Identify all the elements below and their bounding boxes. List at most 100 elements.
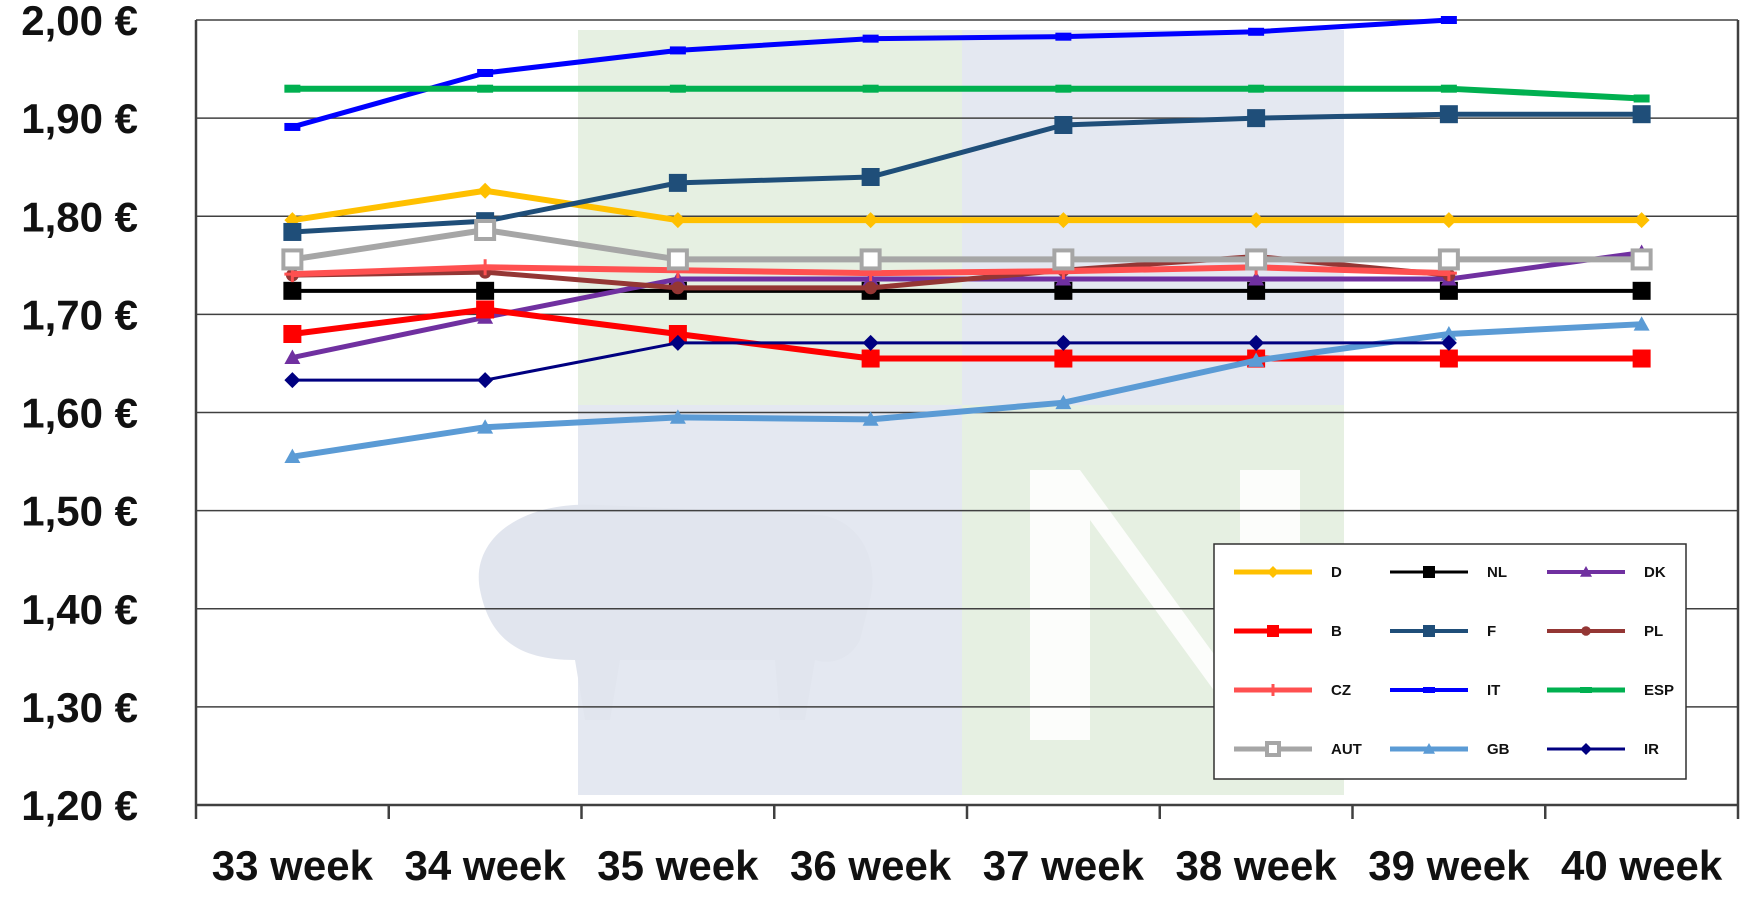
series-line xyxy=(291,187,1642,224)
data-point xyxy=(1440,334,1457,351)
data-point xyxy=(1248,27,1265,36)
data-point xyxy=(1054,115,1073,134)
data-point xyxy=(1054,281,1073,300)
legend-label: CZ xyxy=(1331,682,1351,699)
legend-label: F xyxy=(1487,623,1496,640)
data-point xyxy=(1630,248,1653,271)
x-tick-label: 37 week xyxy=(983,842,1145,889)
legend-item: IR xyxy=(1547,741,1659,758)
data-point xyxy=(283,222,302,241)
data-point xyxy=(1581,626,1591,636)
legend-box xyxy=(1213,543,1687,780)
data-point xyxy=(1054,349,1073,368)
legend-label: GB xyxy=(1487,741,1510,758)
legend-item: F xyxy=(1390,623,1496,640)
data-point xyxy=(669,46,686,55)
data-point xyxy=(862,334,879,351)
legend-item: ESP xyxy=(1547,682,1674,699)
data-point xyxy=(477,182,494,199)
data-point xyxy=(284,448,301,464)
data-point xyxy=(1248,84,1265,93)
data-point xyxy=(862,411,879,426)
data-point xyxy=(283,281,302,300)
data-point xyxy=(669,212,686,229)
x-tick-label: 40 week xyxy=(1561,842,1723,889)
data-point xyxy=(668,173,687,192)
legend-label: IR xyxy=(1644,741,1659,758)
data-point xyxy=(1423,625,1435,637)
data-point xyxy=(1245,248,1268,271)
data-point xyxy=(476,300,495,319)
legend-label: NL xyxy=(1487,564,1507,581)
data-point xyxy=(861,349,880,368)
data-point xyxy=(1055,394,1072,410)
y-tick-label: 1,80 € xyxy=(21,193,138,240)
data-point xyxy=(1440,16,1457,24)
data-point xyxy=(1247,281,1266,300)
x-tick-label: 35 week xyxy=(597,842,759,889)
axes xyxy=(194,20,1740,819)
data-point xyxy=(477,68,494,77)
series-b xyxy=(283,300,1651,368)
data-point xyxy=(1632,105,1651,124)
data-point xyxy=(1052,248,1075,271)
data-point xyxy=(1423,743,1435,754)
data-point xyxy=(1423,687,1435,693)
data-point xyxy=(1580,743,1592,755)
legend-label: DK xyxy=(1644,564,1666,581)
data-point xyxy=(284,349,301,364)
legend-item: GB xyxy=(1390,741,1510,758)
data-point xyxy=(1632,281,1651,300)
data-point xyxy=(669,84,686,93)
data-point xyxy=(862,34,879,43)
data-point xyxy=(1267,684,1279,696)
data-point xyxy=(1633,94,1650,103)
data-point xyxy=(1055,212,1072,229)
data-point xyxy=(1265,741,1281,757)
x-tick-label: 36 week xyxy=(790,842,952,889)
legend-item: NL xyxy=(1390,564,1507,581)
y-tick-label: 1,70 € xyxy=(21,291,138,338)
data-point xyxy=(283,325,302,343)
data-point xyxy=(1440,84,1457,93)
legend-label: ESP xyxy=(1644,682,1674,699)
data-point xyxy=(669,271,686,286)
legend: D NL DK B F PL CZ IT ESP AUT GB IR xyxy=(1213,543,1687,780)
series-it xyxy=(284,16,1457,131)
data-point xyxy=(1439,349,1458,368)
series-line xyxy=(292,111,1642,235)
data-point xyxy=(1055,334,1072,351)
data-point xyxy=(477,259,494,276)
data-point xyxy=(1580,566,1592,577)
legend-label: B xyxy=(1331,623,1342,640)
y-tick-label: 1,30 € xyxy=(21,684,138,731)
legend-label: AUT xyxy=(1331,741,1362,758)
data-point xyxy=(1248,334,1265,351)
data-point xyxy=(1440,212,1457,229)
y-tick-label: 2,00 € xyxy=(21,0,138,44)
legend-label: PL xyxy=(1644,623,1663,640)
series-line xyxy=(291,321,1642,460)
data-point xyxy=(1267,566,1279,578)
series-line xyxy=(291,306,1642,362)
data-point xyxy=(1633,212,1650,229)
legend-label: D xyxy=(1331,564,1342,581)
x-axis-ticks: 33 week 34 week 35 week 36 week 37 week 38 we… xyxy=(212,842,1723,889)
x-tick-label: 38 week xyxy=(1176,842,1338,889)
data-point xyxy=(1055,84,1072,93)
series-esp xyxy=(284,84,1650,103)
data-point xyxy=(1580,687,1592,693)
data-point xyxy=(284,372,301,389)
data-point xyxy=(1423,566,1435,578)
data-point xyxy=(477,372,494,389)
data-point xyxy=(474,218,497,241)
data-point xyxy=(669,409,686,424)
x-tick-label: 34 week xyxy=(405,842,567,889)
data-point xyxy=(668,325,687,343)
data-point xyxy=(284,122,301,131)
data-point xyxy=(1439,105,1458,124)
y-axis-ticks: 1,20 € 1,30 € 1,40 € 1,50 € 1,60 € 1,70 € 1,80… xyxy=(21,0,138,829)
x-tick-label: 39 week xyxy=(1368,842,1530,889)
data-point xyxy=(1248,271,1265,286)
y-tick-label: 1,60 € xyxy=(21,390,138,437)
